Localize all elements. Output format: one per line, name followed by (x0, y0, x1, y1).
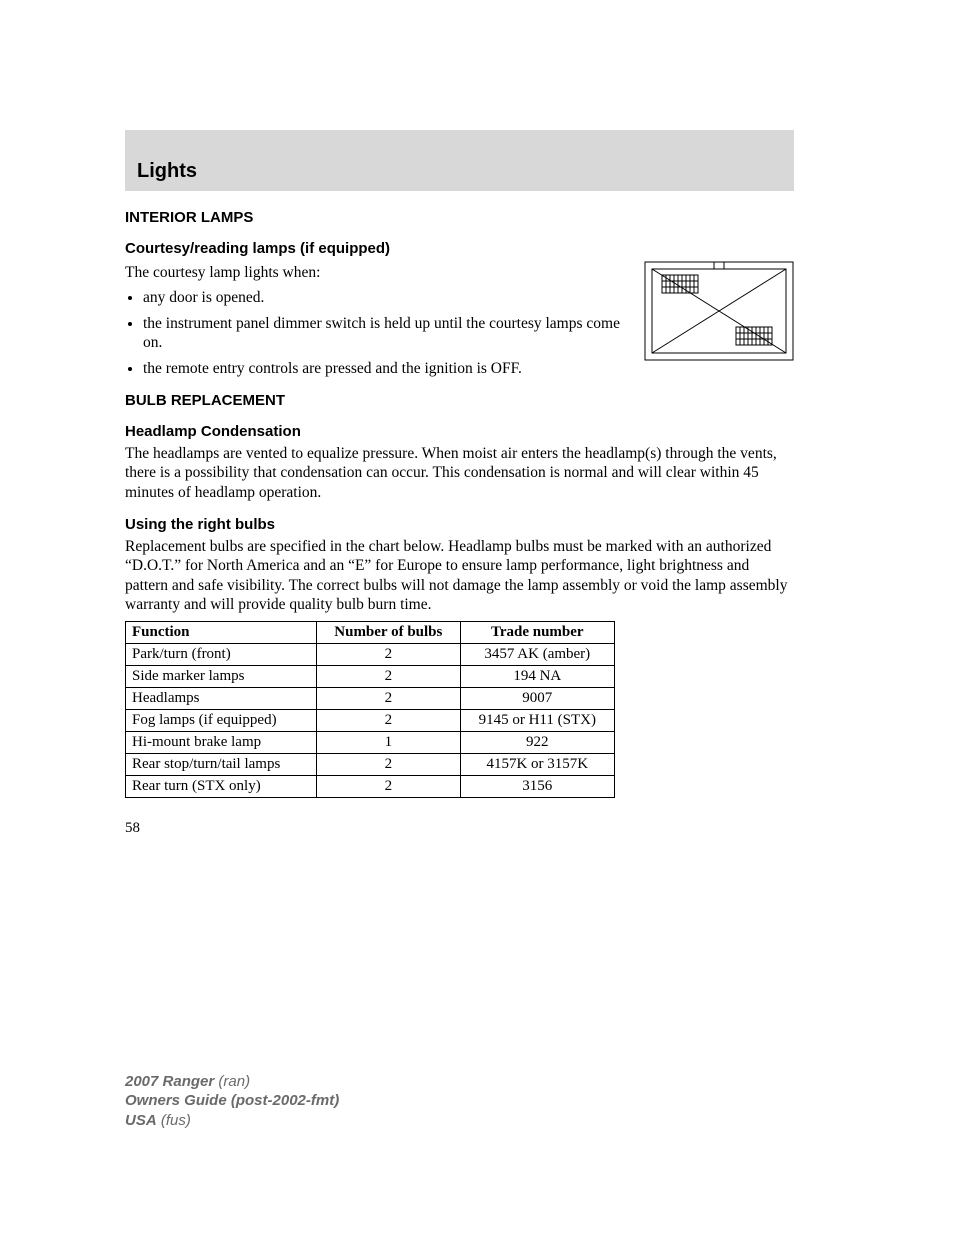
table-cell: 9007 (460, 687, 614, 709)
table-cell: 2 (317, 709, 460, 731)
table-header-cell: Function (126, 621, 317, 643)
table-cell: 3156 (460, 775, 614, 797)
courtesy-bullet: any door is opened. (143, 288, 624, 307)
footer-model: 2007 Ranger (125, 1073, 214, 1090)
courtesy-bullet: the instrument panel dimmer switch is he… (143, 314, 624, 353)
table-cell: 2 (317, 665, 460, 687)
table-row: Fog lamps (if equipped) 2 9145 or H11 (S… (126, 709, 615, 731)
courtesy-intro: The courtesy lamp lights when: (125, 263, 624, 282)
courtesy-bullet: the remote entry controls are pressed an… (143, 359, 624, 378)
subsection-heading-right-bulbs: Using the right bulbs (125, 516, 794, 533)
page: Lights INTERIOR LAMPS Courtesy/reading l… (0, 0, 954, 1235)
footer-model-code: (ran) (218, 1073, 250, 1090)
footer-guide: Owners Guide (post-2002-fmt) (125, 1092, 339, 1109)
table-cell: Park/turn (front) (126, 643, 317, 665)
table-cell: 194 NA (460, 665, 614, 687)
table-row: Headlamps 2 9007 (126, 687, 615, 709)
right-bulbs-text: Replacement bulbs are specified in the c… (125, 537, 794, 615)
table-row: Rear turn (STX only) 2 3156 (126, 775, 615, 797)
table-header-row: Function Number of bulbs Trade number (126, 621, 615, 643)
header-bar: Lights (125, 130, 794, 191)
table-row: Hi-mount brake lamp 1 922 (126, 731, 615, 753)
table-cell: 9145 or H11 (STX) (460, 709, 614, 731)
table-cell: Fog lamps (if equipped) (126, 709, 317, 731)
footer: 2007 Ranger (ran) Owners Guide (post-200… (125, 1072, 339, 1131)
table-row: Side marker lamps 2 194 NA (126, 665, 615, 687)
table-cell: 922 (460, 731, 614, 753)
footer-region-code: (fus) (161, 1112, 191, 1129)
table-cell: 2 (317, 643, 460, 665)
footer-line-3: USA (fus) (125, 1111, 339, 1131)
footer-region: USA (125, 1112, 157, 1129)
lamp-diagram-icon (644, 261, 794, 361)
page-number: 58 (125, 820, 794, 837)
subsection-heading-condensation: Headlamp Condensation (125, 423, 794, 440)
section-heading-bulb-replacement: BULB REPLACEMENT (125, 392, 794, 409)
table-cell: 4157K or 3157K (460, 753, 614, 775)
table-body: Park/turn (front) 2 3457 AK (amber) Side… (126, 643, 615, 797)
section-heading-interior-lamps: INTERIOR LAMPS (125, 209, 794, 226)
table-cell: 2 (317, 687, 460, 709)
table-cell: 2 (317, 753, 460, 775)
table-cell: Hi-mount brake lamp (126, 731, 317, 753)
table-cell: 1 (317, 731, 460, 753)
courtesy-bullet-list: any door is opened. the instrument panel… (125, 288, 624, 378)
condensation-text: The headlamps are vented to equalize pre… (125, 444, 794, 502)
footer-line-1: 2007 Ranger (ran) (125, 1072, 339, 1092)
courtesy-lamp-diagram (644, 261, 794, 361)
bulb-table: Function Number of bulbs Trade number Pa… (125, 621, 615, 798)
footer-line-2: Owners Guide (post-2002-fmt) (125, 1091, 339, 1111)
table-cell: Side marker lamps (126, 665, 317, 687)
table-header-cell: Number of bulbs (317, 621, 460, 643)
page-title: Lights (137, 160, 782, 183)
table-row: Rear stop/turn/tail lamps 2 4157K or 315… (126, 753, 615, 775)
courtesy-two-column: The courtesy lamp lights when: any door … (125, 261, 794, 384)
table-cell: 3457 AK (amber) (460, 643, 614, 665)
table-header-cell: Trade number (460, 621, 614, 643)
table-cell: Headlamps (126, 687, 317, 709)
table-row: Park/turn (front) 2 3457 AK (amber) (126, 643, 615, 665)
courtesy-text-column: The courtesy lamp lights when: any door … (125, 261, 624, 384)
table-cell: 2 (317, 775, 460, 797)
subsection-heading-courtesy: Courtesy/reading lamps (if equipped) (125, 240, 794, 257)
table-cell: Rear turn (STX only) (126, 775, 317, 797)
table-cell: Rear stop/turn/tail lamps (126, 753, 317, 775)
